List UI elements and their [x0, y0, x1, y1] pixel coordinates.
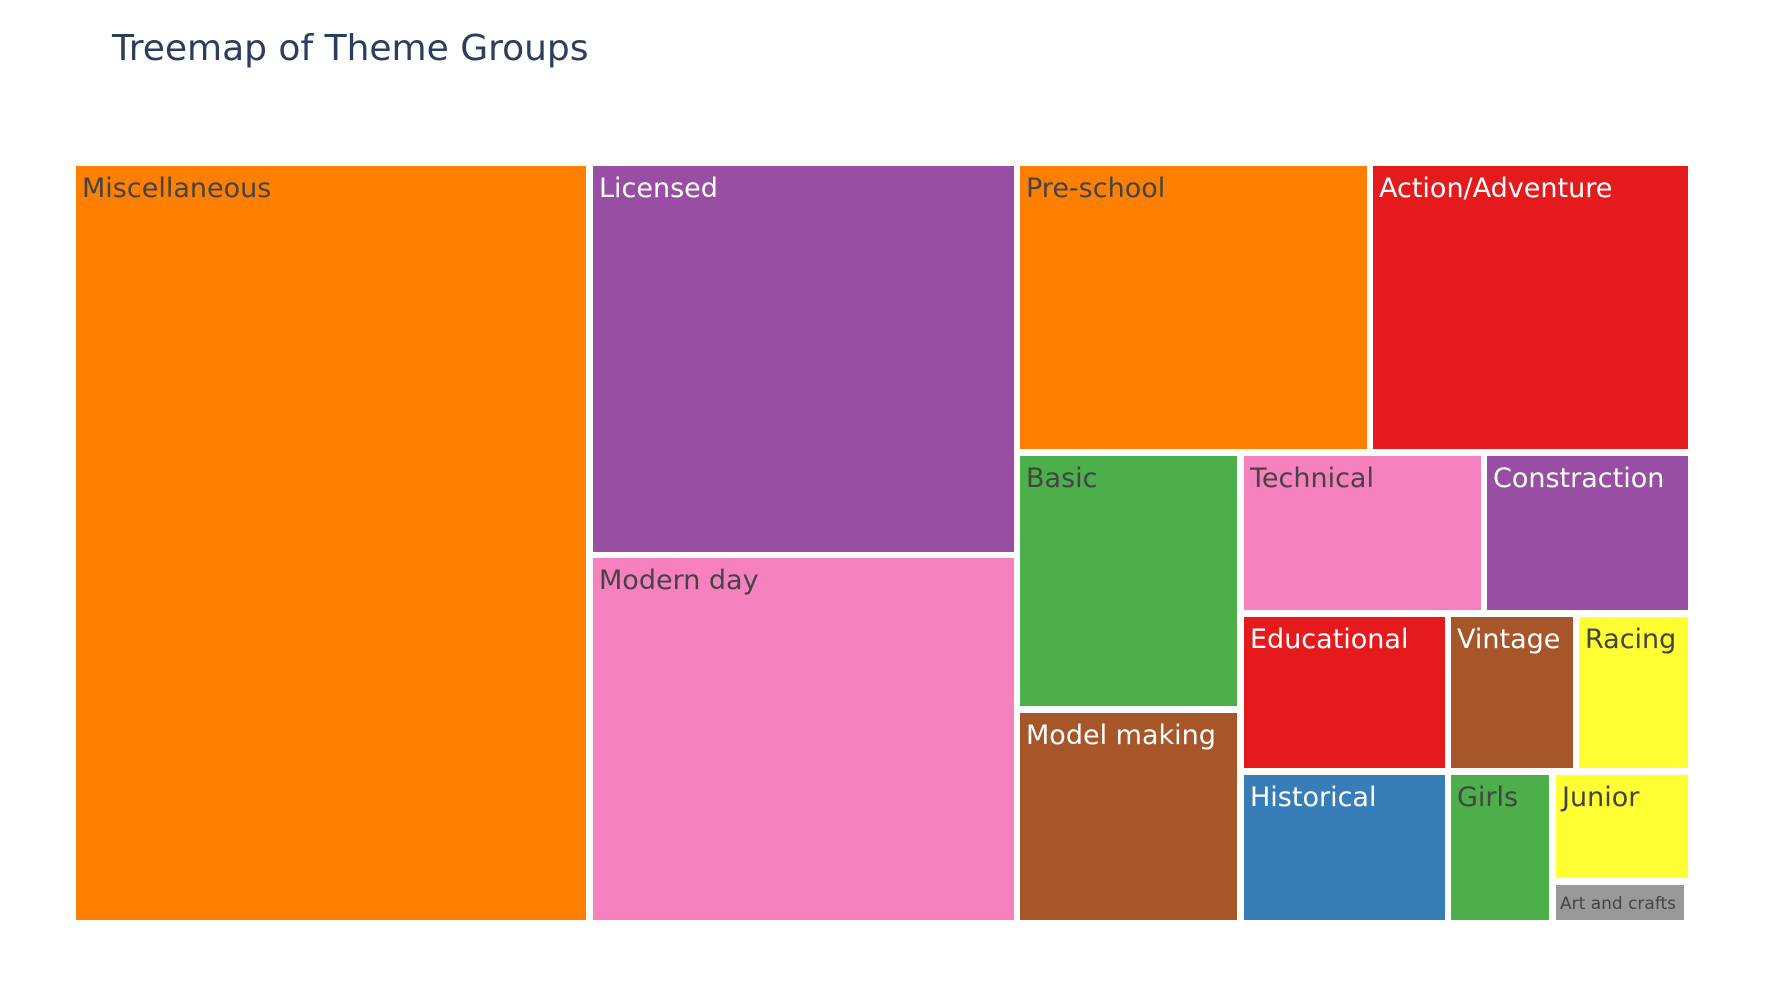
tile-junior[interactable]: Junior	[1556, 775, 1688, 878]
tile-label-vintage: Vintage	[1457, 624, 1560, 655]
tile-label-modern-day: Modern day	[599, 565, 759, 596]
tile-label-junior: Junior	[1560, 782, 1640, 813]
tile-label-model-making: Model making	[1026, 720, 1216, 751]
tile-label-licensed: Licensed	[599, 173, 718, 204]
chart-title: Treemap of Theme Groups	[112, 28, 589, 69]
tile-rect-racing	[1579, 617, 1688, 768]
tile-rect-technical	[1244, 456, 1481, 610]
tile-label-action-adventure: Action/Adventure	[1379, 173, 1612, 204]
tile-rect-vintage	[1451, 617, 1573, 768]
tile-label-girls: Girls	[1457, 782, 1518, 813]
tile-rect-licensed	[593, 166, 1014, 552]
tile-rect-miscellaneous	[76, 166, 586, 920]
tile-rect-constraction	[1487, 456, 1688, 610]
tile-miscellaneous[interactable]: Miscellaneous	[76, 166, 586, 920]
tile-art-and-crafts[interactable]: Art and crafts	[1556, 885, 1684, 920]
tile-label-historical: Historical	[1250, 782, 1376, 813]
tile-rect-model-making	[1020, 713, 1237, 920]
tile-rect-art-and-crafts	[1556, 885, 1684, 920]
tile-technical[interactable]: Technical	[1244, 456, 1481, 610]
tile-label-racing: Racing	[1585, 624, 1676, 655]
tile-basic[interactable]: Basic	[1020, 456, 1237, 706]
tile-rect-pre-school	[1020, 166, 1367, 449]
tile-educational[interactable]: Educational	[1244, 617, 1445, 768]
tile-model-making[interactable]: Model making	[1020, 713, 1237, 920]
tile-rect-historical	[1244, 775, 1445, 920]
tile-label-miscellaneous: Miscellaneous	[82, 173, 271, 204]
tile-action-adventure[interactable]: Action/Adventure	[1373, 166, 1688, 449]
tile-label-educational: Educational	[1250, 624, 1408, 655]
tile-licensed[interactable]: Licensed	[593, 166, 1014, 552]
tile-modern-day[interactable]: Modern day	[593, 558, 1014, 920]
tile-rect-modern-day	[593, 558, 1014, 920]
tile-vintage[interactable]: Vintage	[1451, 617, 1573, 768]
tile-rect-basic	[1020, 456, 1237, 706]
tile-rect-girls	[1451, 775, 1549, 920]
tile-label-constraction: Constraction	[1493, 463, 1664, 494]
tile-pre-school[interactable]: Pre-school	[1020, 166, 1367, 449]
tile-girls[interactable]: Girls	[1451, 775, 1549, 920]
tile-label-basic: Basic	[1026, 463, 1097, 494]
tile-rect-educational	[1244, 617, 1445, 768]
tile-rect-action-adventure	[1373, 166, 1688, 449]
tile-label-art-and-crafts: Art and crafts	[1560, 894, 1676, 914]
tile-rect-junior	[1556, 775, 1688, 878]
tile-historical[interactable]: Historical	[1244, 775, 1445, 920]
tile-label-pre-school: Pre-school	[1026, 173, 1165, 204]
tile-constraction[interactable]: Constraction	[1487, 456, 1688, 610]
tile-label-technical: Technical	[1249, 463, 1374, 494]
tile-racing[interactable]: Racing	[1579, 617, 1688, 768]
